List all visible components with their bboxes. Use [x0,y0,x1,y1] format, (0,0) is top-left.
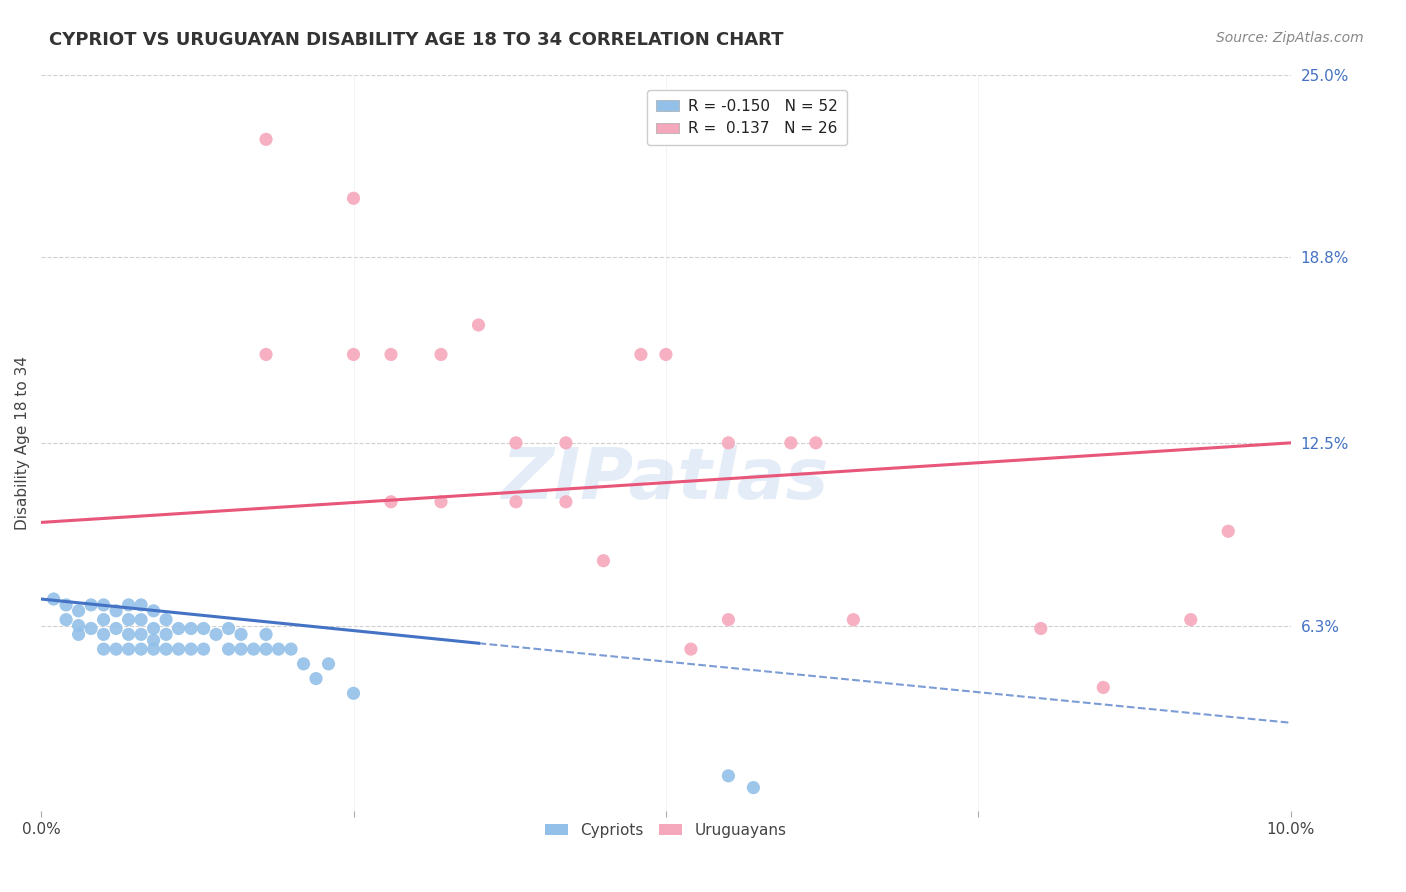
Point [229,642,252,657]
Point [105,642,128,657]
Point [167,642,190,657]
Point [42,592,65,607]
Point [105,604,128,618]
Point [155,642,177,657]
Point [180,622,202,636]
Text: ZIPatlas: ZIPatlas [502,445,830,514]
Point [142,633,165,648]
Point [67,604,90,618]
Point [280,642,302,657]
Point [80,598,103,612]
Point [93,613,115,627]
Text: CYPRIOT VS URUGUAYAN DISABILITY AGE 18 TO 34 CORRELATION CHART: CYPRIOT VS URUGUAYAN DISABILITY AGE 18 T… [49,31,783,49]
Point [67,627,90,641]
Point [80,622,103,636]
Point [67,618,90,632]
Point [1180,613,1202,627]
Point [380,495,402,509]
Point [342,686,364,700]
Point [430,347,453,361]
Point [555,495,578,509]
Legend: Cypriots, Uruguayans: Cypriots, Uruguayans [540,817,793,844]
Point [155,613,177,627]
Point [505,435,527,450]
Point [467,318,489,332]
Point [93,627,115,641]
Point [254,347,277,361]
Point [229,627,252,641]
Point [717,435,740,450]
Point [218,622,240,636]
Point [93,642,115,657]
Point [218,642,240,657]
Point [292,657,315,671]
Point [318,657,340,671]
Point [1218,524,1240,539]
Y-axis label: Disability Age 18 to 34: Disability Age 18 to 34 [15,356,30,530]
Point [679,642,702,657]
Point [155,627,177,641]
Point [380,347,402,361]
Point [142,642,165,657]
Point [117,642,139,657]
Point [630,347,652,361]
Point [242,642,264,657]
Point [505,495,527,509]
Point [193,642,215,657]
Point [129,598,152,612]
Point [1029,622,1052,636]
Point [167,622,190,636]
Point [717,769,740,783]
Point [254,642,277,657]
Point [117,627,139,641]
Point [254,627,277,641]
Point [430,495,453,509]
Point [254,132,277,146]
Point [267,642,290,657]
Point [129,627,152,641]
Point [180,642,202,657]
Point [555,435,578,450]
Point [129,642,152,657]
Point [342,191,364,205]
Point [780,435,803,450]
Text: Source: ZipAtlas.com: Source: ZipAtlas.com [1216,31,1364,45]
Point [655,347,678,361]
Point [342,347,364,361]
Point [842,613,865,627]
Point [117,598,139,612]
Point [205,627,228,641]
Point [55,613,77,627]
Point [193,622,215,636]
Point [142,622,165,636]
Point [55,598,77,612]
Point [305,672,328,686]
Point [142,604,165,618]
Point [717,613,740,627]
Point [742,780,765,795]
Point [1092,681,1115,695]
Point [105,622,128,636]
Point [117,613,139,627]
Point [592,554,614,568]
Point [93,598,115,612]
Point [129,613,152,627]
Point [804,435,827,450]
